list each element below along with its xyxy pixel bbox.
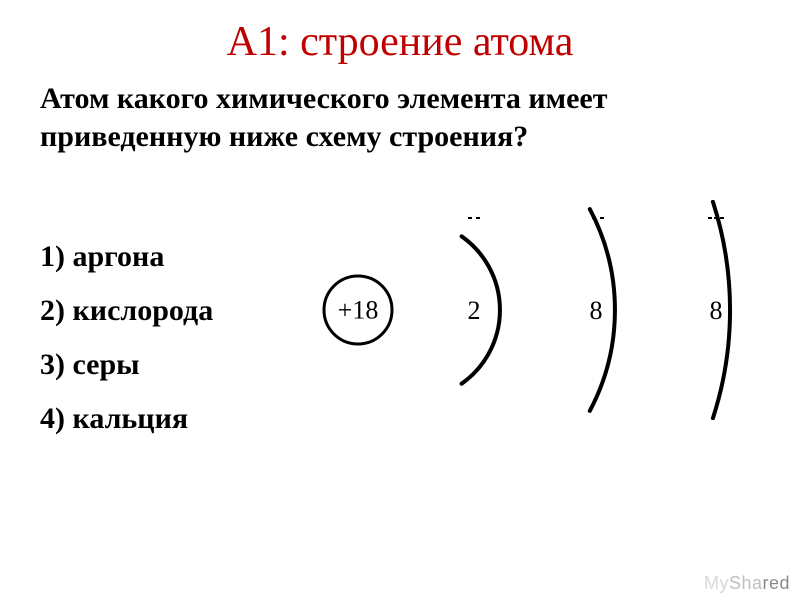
watermark-part: Sha <box>729 573 763 593</box>
slide-title: А1: строение атома <box>0 0 800 74</box>
answer-option-4: 4) кальция <box>40 392 213 446</box>
svg-text:2: 2 <box>468 296 481 325</box>
svg-text:8: 8 <box>710 296 723 325</box>
answer-number: 3) <box>40 348 65 381</box>
answer-number: 4) <box>40 402 65 435</box>
answer-option-1: 1) аргона <box>40 230 213 284</box>
watermark: MyShared <box>704 573 790 594</box>
answer-number: 2) <box>40 294 65 327</box>
answer-option-2: 2) кислорода <box>40 284 213 338</box>
answer-label: аргона <box>73 240 165 273</box>
answer-label: серы <box>73 348 140 381</box>
answer-option-3: 3) серы <box>40 338 213 392</box>
question-text: Атом какого химического элемента имеет п… <box>0 74 800 169</box>
slide: А1: строение атома Атом какого химическо… <box>0 0 800 600</box>
answer-number: 1) <box>40 240 65 273</box>
answer-label: кислорода <box>73 294 214 327</box>
watermark-part: red <box>762 573 790 593</box>
watermark-part: My <box>704 573 729 593</box>
atom-diagram: +18 2 8 8 <box>300 200 780 420</box>
svg-text:+18: +18 <box>338 296 379 325</box>
answer-label: кальция <box>73 402 189 435</box>
svg-text:8: 8 <box>590 296 603 325</box>
answer-list: 1) аргона 2) кислорода 3) серы 4) кальци… <box>40 230 213 446</box>
